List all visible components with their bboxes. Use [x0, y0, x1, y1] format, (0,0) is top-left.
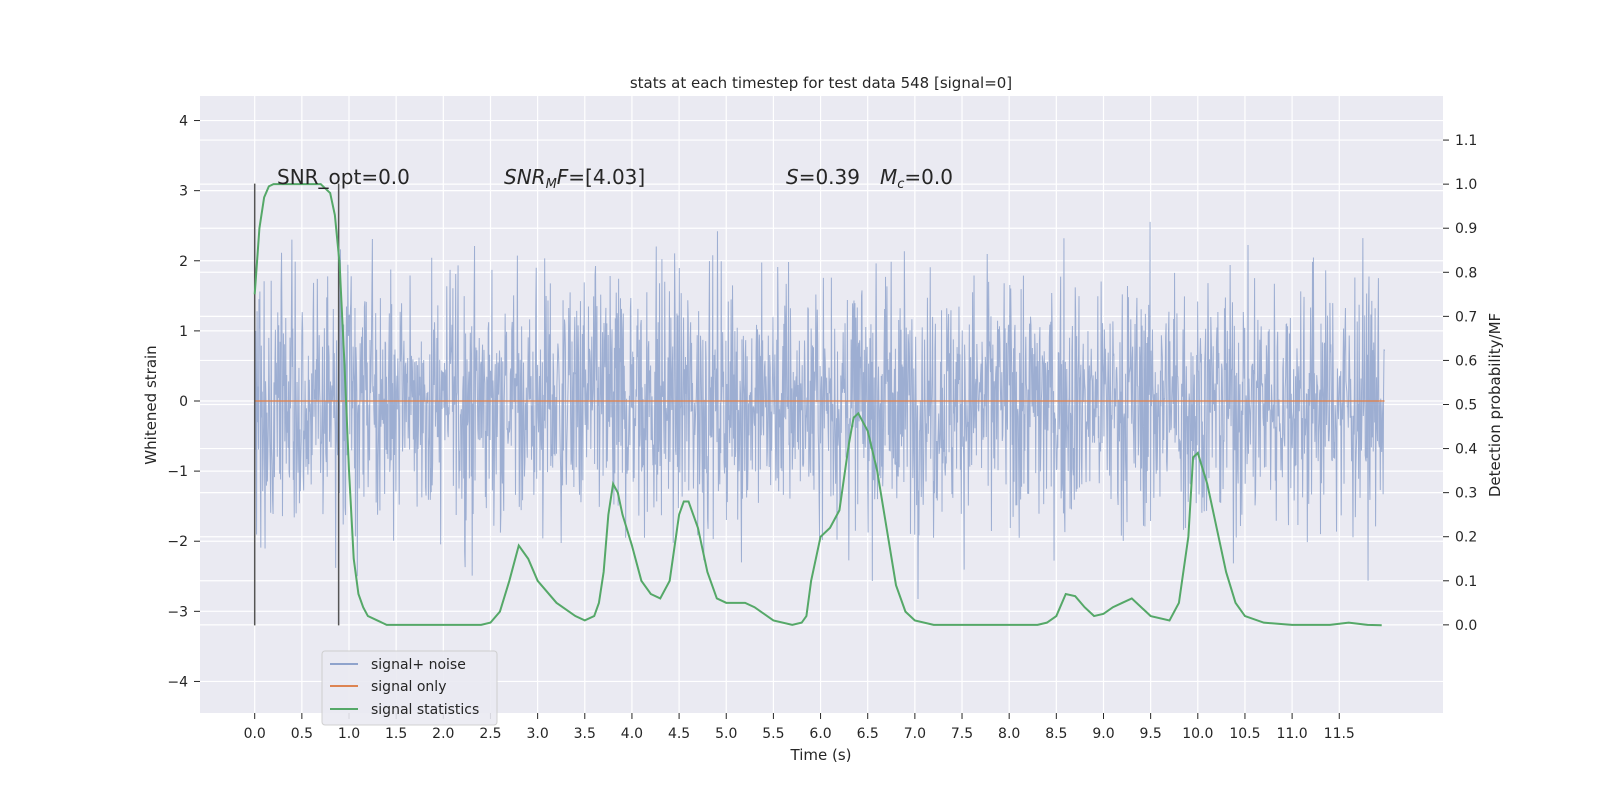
x-tick-label: 0.0: [244, 726, 266, 742]
annotation-mc: Mc=0.0: [880, 165, 953, 192]
y-right-tick-label: 0.3: [1455, 486, 1477, 502]
y-tick-label: 3: [179, 184, 188, 200]
y-tick-label: −4: [167, 674, 188, 690]
x-tick-label: 2.0: [432, 726, 454, 742]
y-tick-label: 2: [179, 254, 188, 270]
signal-statistics-series: [253, 183, 1382, 627]
legend: signal+ noise signal only signal statist…: [321, 650, 498, 726]
x-tick-label: 8.0: [998, 726, 1020, 742]
x-tick-label: 6.5: [857, 726, 879, 742]
x-tick-label: 9.0: [1092, 726, 1114, 742]
x-tick-label: 11.0: [1277, 726, 1308, 742]
x-tick-label: 9.5: [1140, 726, 1162, 742]
x-tick-label: 3.5: [574, 726, 596, 742]
x-tick-label: 2.5: [479, 726, 501, 742]
legend-box: [321, 650, 498, 726]
x-tick-label: 0.5: [291, 726, 313, 742]
x-tick-label: 10.5: [1229, 726, 1260, 742]
y-axis-label: Whitened strain: [142, 345, 160, 464]
y-tick-label: −2: [167, 534, 188, 550]
chart-title: stats at each timestep for test data 548…: [630, 74, 1012, 92]
y-tick-label: −3: [167, 604, 188, 620]
annotation-s: S=0.39: [786, 165, 860, 189]
y-axis-ticks: −4 −3 −2 −1 0 1 2 3 4: [167, 114, 200, 690]
y-right-tick-label: 1.1: [1455, 133, 1477, 149]
x-tick-label: 6.0: [809, 726, 831, 742]
y-right-axis-ticks: 0.0 0.1 0.2 0.3 0.4 0.5 0.6 0.7 0.8 0.9 1.0 1.1: [1443, 133, 1477, 634]
x-tick-label: 3.0: [526, 726, 548, 742]
x-tick-label: 7.0: [904, 726, 926, 742]
y-tick-label: 1: [179, 324, 188, 340]
x-tick-label: 11.5: [1324, 726, 1355, 742]
y-right-tick-label: 0.6: [1455, 353, 1477, 369]
y-right-tick-label: 0.0: [1455, 618, 1477, 634]
legend-label-noise: signal+ noise: [371, 657, 466, 673]
x-tick-label: 4.0: [621, 726, 643, 742]
y-right-tick-label: 0.7: [1455, 309, 1477, 325]
annotation-snr-opt: SNR_opt=0.0: [277, 165, 410, 189]
x-axis-ticks: 0.0 0.5 1.0 1.5 2.0 2.5 3.0 3.5 4.0 4.5 5.0 5.5 6.0 6…: [244, 713, 1355, 742]
y-tick-label: 0: [179, 394, 188, 410]
y-right-tick-label: 0.4: [1455, 442, 1477, 458]
y-tick-label: −1: [167, 464, 188, 480]
y-right-tick-label: 0.5: [1455, 398, 1477, 414]
x-tick-label: 4.5: [668, 726, 690, 742]
x-tick-label: 7.5: [951, 726, 973, 742]
x-axis-label: Time (s): [790, 746, 852, 764]
y-right-tick-label: 0.9: [1455, 221, 1477, 237]
x-tick-label: 5.5: [762, 726, 784, 742]
x-tick-label: 10.0: [1182, 726, 1213, 742]
y-right-tick-label: 0.2: [1455, 530, 1477, 546]
y-right-tick-label: 1.0: [1455, 177, 1477, 193]
x-tick-label: 1.0: [338, 726, 360, 742]
x-tick-label: 8.5: [1045, 726, 1067, 742]
y-right-tick-label: 0.8: [1455, 265, 1477, 281]
x-tick-label: 5.0: [715, 726, 737, 742]
y-right-axis-label: Detection probability/MF: [1486, 313, 1504, 497]
y-right-tick-label: 0.1: [1455, 574, 1477, 590]
annotation-snr-mf: SNRMF=[4.03]: [504, 165, 645, 192]
annotations: SNR_opt=0.0 SNRMF=[4.03] S=0.39 Mc=0.0: [277, 165, 953, 192]
y-tick-label: 4: [179, 114, 188, 130]
legend-label-signal-only: signal only: [371, 679, 446, 695]
legend-label-statistics: signal statistics: [371, 702, 479, 718]
x-tick-label: 1.5: [385, 726, 407, 742]
